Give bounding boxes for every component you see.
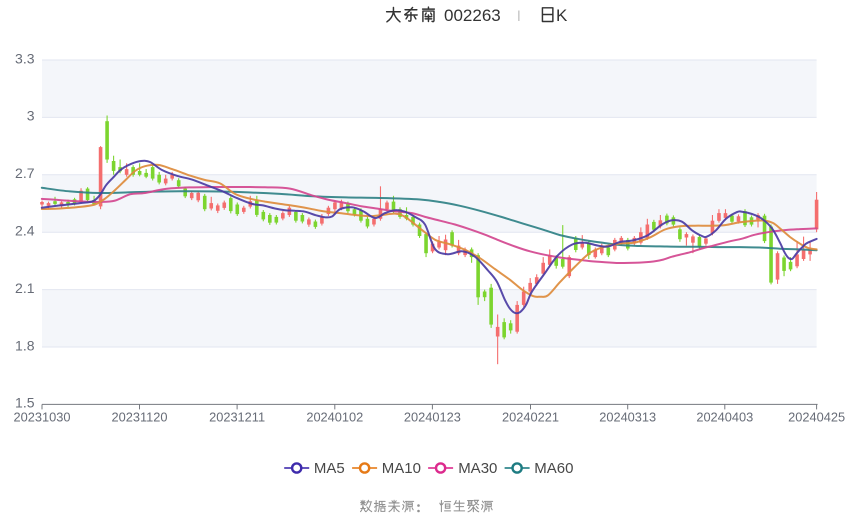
svg-text:20240123: 20240123 — [404, 410, 461, 425]
svg-text:20240102: 20240102 — [306, 410, 363, 425]
svg-text:3.3: 3.3 — [15, 50, 35, 66]
svg-text:20240403: 20240403 — [696, 410, 753, 425]
svg-text:2.1: 2.1 — [15, 280, 35, 296]
svg-text:1.5: 1.5 — [15, 395, 35, 411]
svg-text:MA10: MA10 — [382, 460, 421, 477]
svg-text:MA60: MA60 — [534, 460, 573, 477]
svg-text:20231030: 20231030 — [14, 410, 71, 425]
svg-text:MA5: MA5 — [314, 460, 345, 477]
svg-text:K: K — [556, 6, 568, 25]
svg-text:3: 3 — [27, 108, 35, 124]
svg-text:2.4: 2.4 — [15, 223, 35, 239]
svg-text:002263: 002263 — [444, 6, 501, 25]
svg-text:20240425: 20240425 — [788, 410, 845, 425]
svg-text:1.8: 1.8 — [15, 337, 35, 353]
svg-text:20240221: 20240221 — [502, 410, 559, 425]
svg-text:20231211: 20231211 — [209, 410, 265, 425]
svg-text:20240313: 20240313 — [599, 410, 656, 425]
svg-text:MA30: MA30 — [458, 460, 497, 477]
svg-text:2.7: 2.7 — [15, 165, 35, 181]
svg-text:20231120: 20231120 — [112, 410, 168, 425]
